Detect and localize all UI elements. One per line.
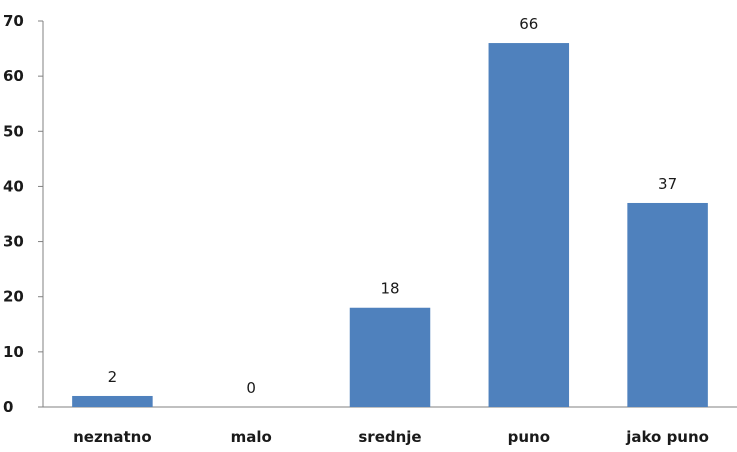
- data-label: 18: [380, 280, 399, 298]
- category-label: malo: [231, 428, 272, 446]
- data-label: 37: [658, 175, 677, 193]
- category-labels-group: neznatno malo srednje puno jako puno: [73, 428, 709, 446]
- y-tick-label: 30: [3, 233, 24, 251]
- y-tick-label: 10: [3, 343, 24, 361]
- category-label: neznatno: [73, 428, 152, 446]
- bar: [488, 43, 570, 408]
- bar: [349, 307, 431, 407]
- data-label: 0: [246, 379, 256, 397]
- y-tick-label: 20: [3, 288, 24, 306]
- y-tick-label: 40: [3, 177, 24, 195]
- y-tick-label: 60: [3, 67, 24, 85]
- bars-group: [72, 43, 708, 408]
- y-tick-label: 50: [3, 122, 24, 140]
- y-axis-ticks: 0 10 20 30 40 50 60 70: [3, 12, 43, 416]
- y-tick-label: 70: [3, 12, 24, 30]
- bar: [72, 395, 153, 407]
- category-label: srednje: [358, 428, 421, 446]
- data-label: 2: [108, 368, 118, 386]
- bar: [627, 202, 708, 407]
- data-labels-group: 2 0 18 66 37: [108, 15, 678, 397]
- y-tick-label: 0: [3, 398, 13, 416]
- category-label: jako puno: [625, 428, 709, 446]
- category-label: puno: [508, 428, 550, 446]
- data-label: 66: [519, 15, 538, 33]
